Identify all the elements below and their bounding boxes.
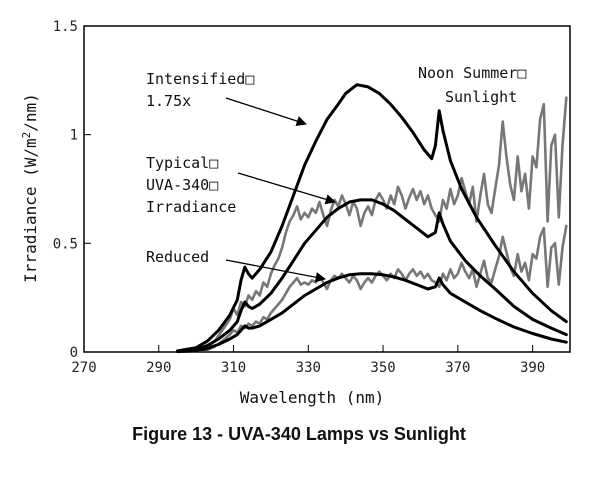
annotation-reduced-arrow — [225, 259, 327, 283]
x-tick-label: 270 — [71, 360, 96, 376]
series-line-3 — [194, 96, 568, 352]
series-lines — [176, 83, 568, 354]
y-tick-label: 1.5 — [53, 19, 78, 35]
annotation-reduced-line1: Reduced — [146, 248, 209, 266]
y-tick-label: 0.5 — [53, 236, 78, 252]
annotation-typical: Typical□ UVA-340□ Irradiance — [146, 154, 336, 216]
annotation-intensified-line1: Intensified□ — [146, 70, 254, 88]
series-line-2 — [176, 272, 568, 354]
x-tick-label: 330 — [296, 360, 321, 376]
annotation-noon-line2: Sunlight — [445, 88, 517, 106]
x-tick-label: 290 — [146, 360, 171, 376]
annotation-intensified: Intensified□ 1.75x — [146, 70, 307, 127]
y-tick-label: 0 — [70, 345, 78, 361]
axis-ticks: 270 290 310 330 350 370 390 0 0.5 1 1.5 — [53, 19, 546, 376]
annotation-typical-line2: UVA-340□ — [146, 176, 218, 194]
series-line-1 — [176, 198, 568, 353]
annotation-reduced: Reduced — [146, 248, 327, 283]
plot-frame — [83, 25, 571, 353]
x-tick-label: 390 — [520, 360, 545, 376]
annotation-intensified-line2: 1.75x — [146, 92, 191, 110]
y-axis-title: Irradiance (W/m2/nm) — [20, 93, 40, 283]
annotation-typical-arrow — [237, 172, 336, 205]
annotation-typical-line3: Irradiance — [146, 198, 236, 216]
series-line-4 — [194, 224, 568, 353]
annotation-intensified-arrow — [225, 97, 307, 127]
x-tick-label: 310 — [221, 360, 246, 376]
series-line-0 — [176, 83, 568, 353]
x-tick-label: 370 — [445, 360, 470, 376]
annotation-noon-summer: Noon Summer□ Sunlight — [418, 64, 526, 106]
annotation-typical-line1: Typical□ — [146, 154, 218, 172]
annotation-noon-line1: Noon Summer□ — [418, 64, 526, 82]
figure-caption: Figure 13 - UVA-340 Lamps vs Sunlight — [132, 424, 466, 444]
x-axis-title: Wavelength (nm) — [240, 388, 385, 407]
y-tick-label: 1 — [70, 128, 78, 144]
x-tick-label: 350 — [370, 360, 395, 376]
